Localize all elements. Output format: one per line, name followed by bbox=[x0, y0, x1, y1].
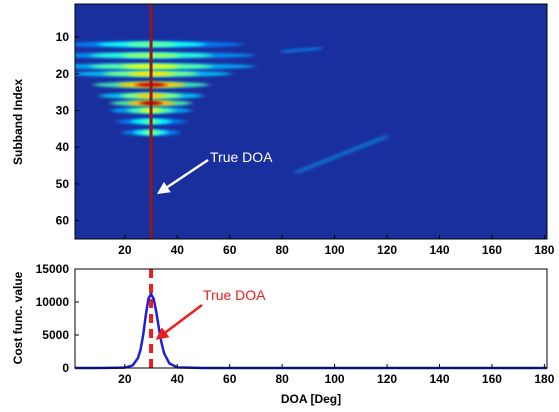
heatmap-y-tick-label: 10 bbox=[56, 30, 70, 44]
heatmap-x-tick-label: 160 bbox=[482, 243, 502, 257]
cost-plot-area bbox=[75, 269, 547, 368]
cost-x-axis-label: DOA [Deg] bbox=[281, 392, 341, 406]
cost-x-tick-label: 160 bbox=[482, 372, 502, 386]
heatmap-streak bbox=[294, 134, 388, 175]
heatmap-x-tick-label: 80 bbox=[275, 243, 289, 257]
heatmap-x-tick-label: 180 bbox=[534, 243, 554, 257]
cost-y-tick-label: 15000 bbox=[36, 262, 70, 276]
cost-plot-frame bbox=[74, 268, 548, 369]
heatmap-y-ticks: 10 20 30 40 50 60 bbox=[56, 30, 79, 228]
cost-annotation-text: True DOA bbox=[203, 287, 266, 303]
heatmap-x-tick-label: 20 bbox=[118, 243, 132, 257]
heatmap-panel: 10 20 30 40 50 60 20 40 60 80 100 120 140 160 180 Sub… bbox=[11, 3, 555, 257]
heatmap-x-tick-label: 60 bbox=[223, 243, 237, 257]
heatmap-y-tick-label: 50 bbox=[56, 177, 70, 191]
cost-x-tick-label: 100 bbox=[325, 372, 345, 386]
heatmap-y-axis-label: Subband Index bbox=[11, 79, 25, 165]
cost-y-tick-label: 5000 bbox=[42, 328, 69, 342]
heatmap-x-tick-label: 140 bbox=[429, 243, 449, 257]
cost-x-tick-label: 20 bbox=[118, 372, 132, 386]
heatmap-x-ticks: 20 40 60 80 100 120 140 160 180 bbox=[118, 235, 555, 257]
cost-x-tick-label: 80 bbox=[275, 372, 289, 386]
heatmap-y-tick-label: 60 bbox=[56, 214, 70, 228]
cost-x-tick-label: 40 bbox=[171, 372, 185, 386]
heatmap-y-tick-label: 20 bbox=[56, 67, 70, 81]
heatmap-x-tick-label: 40 bbox=[171, 243, 185, 257]
cost-x-tick-label: 140 bbox=[429, 372, 449, 386]
heatmap-annotation-text: True DOA bbox=[210, 149, 273, 165]
heatmap-x-tick-label: 120 bbox=[377, 243, 397, 257]
cost-x-ticks: 20 40 60 80 100 120 140 160 180 bbox=[118, 364, 555, 386]
heatmap-y-tick-label: 40 bbox=[56, 140, 70, 154]
cost-y-axis-label: Cost func. value bbox=[11, 271, 25, 364]
cost-y-tick-label: 10000 bbox=[36, 295, 70, 309]
heatmap-bands bbox=[75, 41, 388, 175]
cost-annotation-arrow bbox=[155, 304, 203, 340]
cost-x-tick-label: 180 bbox=[534, 372, 554, 386]
cost-y-ticks: 0 5000 10000 15000 bbox=[36, 262, 79, 375]
cost-y-tick-label: 0 bbox=[62, 361, 69, 375]
heatmap-y-tick-label: 30 bbox=[56, 103, 70, 117]
cost-x-tick-label: 120 bbox=[377, 372, 397, 386]
heatmap-annotation-arrow bbox=[156, 158, 209, 194]
heatmap-frame bbox=[74, 3, 548, 240]
cost-x-tick-label: 60 bbox=[223, 372, 237, 386]
heatmap-streak bbox=[282, 46, 322, 54]
heatmap-x-tick-label: 100 bbox=[325, 243, 345, 257]
